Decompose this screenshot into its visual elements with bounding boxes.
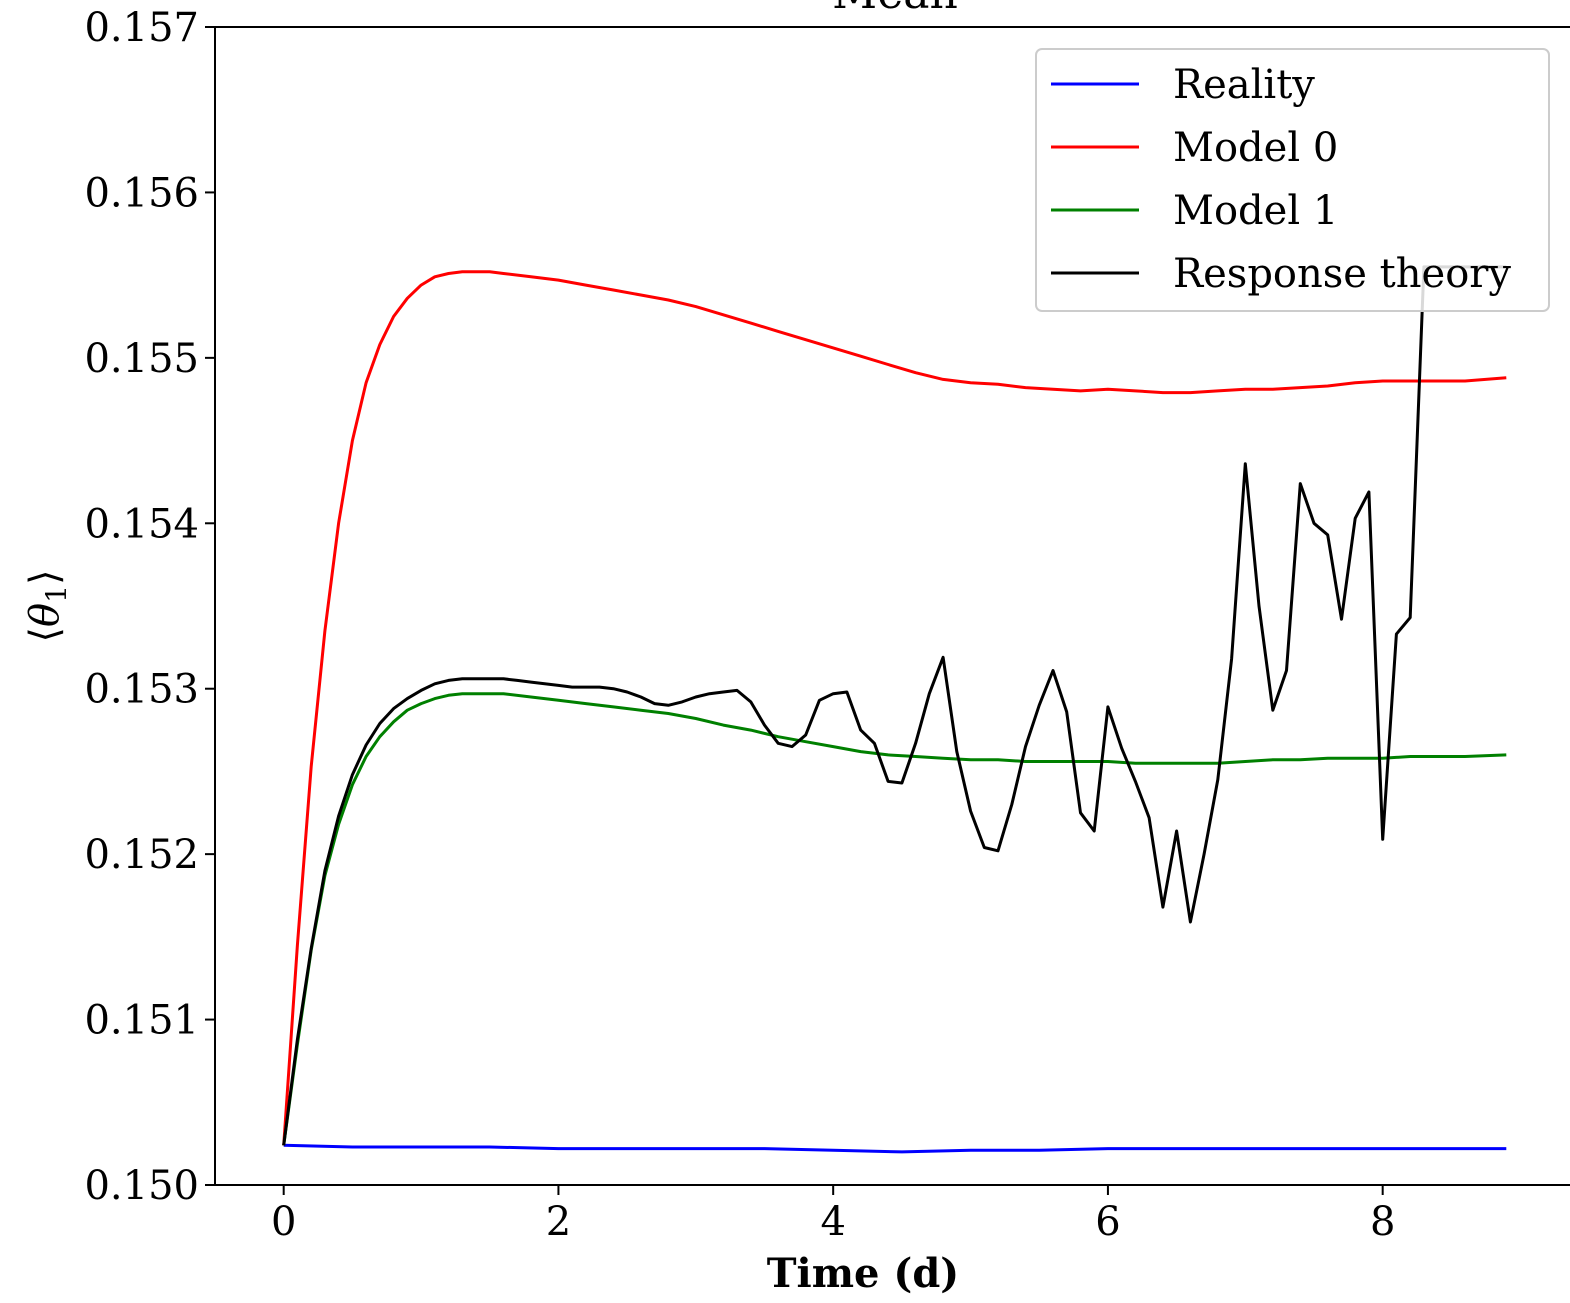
y-axis-label-subscript: 1 bbox=[40, 585, 73, 603]
legend-label: Model 0 bbox=[1173, 125, 1338, 171]
x-tick-label: 0 bbox=[271, 1199, 296, 1245]
ticks: 0 2 4 6 8 0.150 0.151 0.152 0.153 0.154 0.155 0.156… bbox=[84, 5, 1395, 1245]
y-tick-label: 0.156 bbox=[84, 170, 199, 216]
legend-label: Response theory bbox=[1173, 251, 1511, 297]
legend-label: Reality bbox=[1173, 62, 1315, 108]
y-tick-label: 0.153 bbox=[84, 667, 199, 713]
axes-frame bbox=[214, 26, 1570, 1186]
legend: Reality Model 0 Model 1 Response theory bbox=[1035, 48, 1550, 312]
x-tick-label: 4 bbox=[820, 1199, 845, 1245]
x-axis-label: Time (d) bbox=[767, 1250, 959, 1297]
y-tick-label: 0.155 bbox=[84, 336, 199, 382]
y-tick-label: 0.151 bbox=[84, 998, 199, 1044]
x-tick-label: 8 bbox=[1370, 1199, 1395, 1245]
series-line-model-1 bbox=[282, 692, 1507, 1146]
y-tick-label: 0.152 bbox=[84, 832, 199, 878]
y-tick-label: 0.150 bbox=[84, 1163, 199, 1209]
y-axis-label-symbol: θ bbox=[22, 603, 68, 627]
x-tick-label: 6 bbox=[1095, 1199, 1120, 1245]
y-tick-label: 0.154 bbox=[84, 501, 199, 547]
y-axis-label: ⟨θ1⟩ bbox=[22, 569, 73, 642]
series-line-reality bbox=[283, 1143, 1507, 1154]
legend-label: Model 1 bbox=[1173, 188, 1338, 234]
series-line-response-theory bbox=[282, 265, 1507, 1146]
series-line-model-0 bbox=[282, 270, 1507, 1146]
x-tick-label: 2 bbox=[546, 1199, 571, 1245]
legend-box bbox=[1035, 48, 1550, 312]
chart-title: Mean bbox=[832, 0, 958, 19]
y-tick-label: 0.157 bbox=[84, 5, 199, 51]
plot-area bbox=[282, 265, 1507, 1154]
